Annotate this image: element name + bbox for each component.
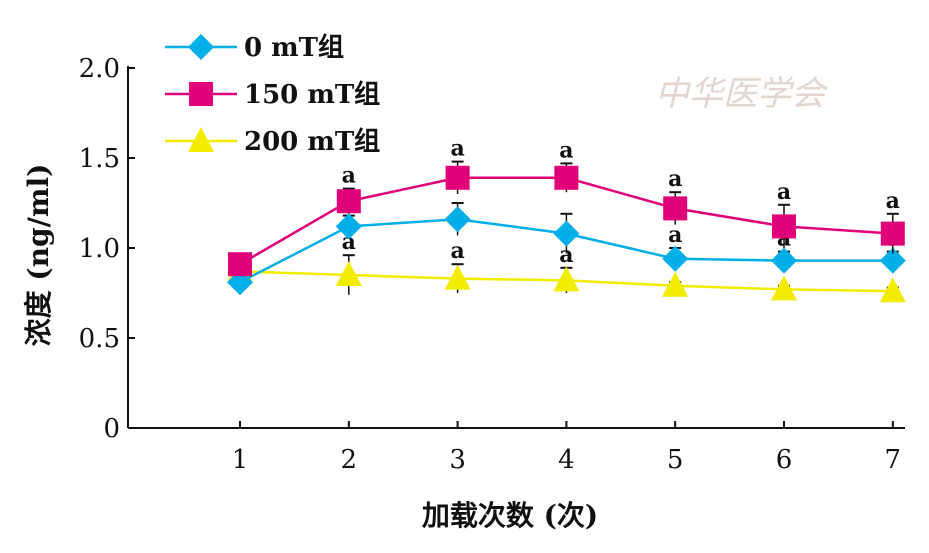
x-axis-label: 加载次数 (次) <box>422 499 598 532</box>
significance-label: a <box>777 179 791 205</box>
data-point <box>771 275 797 301</box>
legend-item: 0 mT组 <box>165 32 344 63</box>
legend-item: 150 mT组 <box>165 79 380 110</box>
significance-label: a <box>668 166 682 192</box>
x-tick-label: 1 <box>232 445 249 475</box>
significance-label: a <box>342 163 356 189</box>
significance-label: a <box>450 238 464 264</box>
data-point <box>663 196 688 221</box>
y-tick-label: 1.0 <box>79 234 120 264</box>
data-point <box>445 165 470 190</box>
legend-marker <box>189 82 213 106</box>
watermark-text: 中华医学会 <box>655 74 829 114</box>
data-point <box>879 277 906 303</box>
data-point <box>772 214 796 239</box>
data-point <box>336 189 361 214</box>
data-point <box>228 252 252 277</box>
significance-label: a <box>668 222 682 248</box>
data-point <box>444 264 471 290</box>
data-point <box>335 213 362 240</box>
significance-label: a <box>559 242 573 268</box>
legend-label: 200 mT组 <box>244 126 380 157</box>
data-point <box>662 245 689 272</box>
significance-label: a <box>450 136 464 162</box>
data-point <box>553 266 580 292</box>
series-1: a a a a a a <box>228 136 905 277</box>
x-tick-label: 5 <box>667 445 684 475</box>
legend-item: 200 mT组 <box>165 126 380 157</box>
data-point <box>335 261 362 286</box>
data-point <box>771 247 797 274</box>
x-tick-label: 7 <box>885 445 902 475</box>
y-tick-label: 0 <box>103 414 120 444</box>
data-point <box>444 206 471 233</box>
x-tick-label: 6 <box>776 445 793 475</box>
data-point <box>662 271 689 297</box>
significance-label: a <box>559 137 573 163</box>
legend-label: 0 mT组 <box>244 32 344 63</box>
legend-marker <box>188 34 214 60</box>
y-tick-label: 0.5 <box>79 324 120 354</box>
y-tick-label: 1.5 <box>79 144 120 174</box>
data-point <box>554 165 579 190</box>
x-tick-label: 4 <box>558 445 575 475</box>
data-point <box>879 247 906 274</box>
data-point <box>553 220 580 247</box>
data-point <box>880 221 905 246</box>
legend-label: 150 mT组 <box>244 79 380 110</box>
significance-label: a <box>886 188 900 214</box>
y-tick-label: 2.0 <box>79 54 120 84</box>
x-tick-label: 3 <box>449 445 466 475</box>
y-axis-label: 浓度 (ng/ml) <box>22 164 55 347</box>
x-tick-label: 2 <box>341 445 358 475</box>
legend-marker <box>188 127 214 152</box>
